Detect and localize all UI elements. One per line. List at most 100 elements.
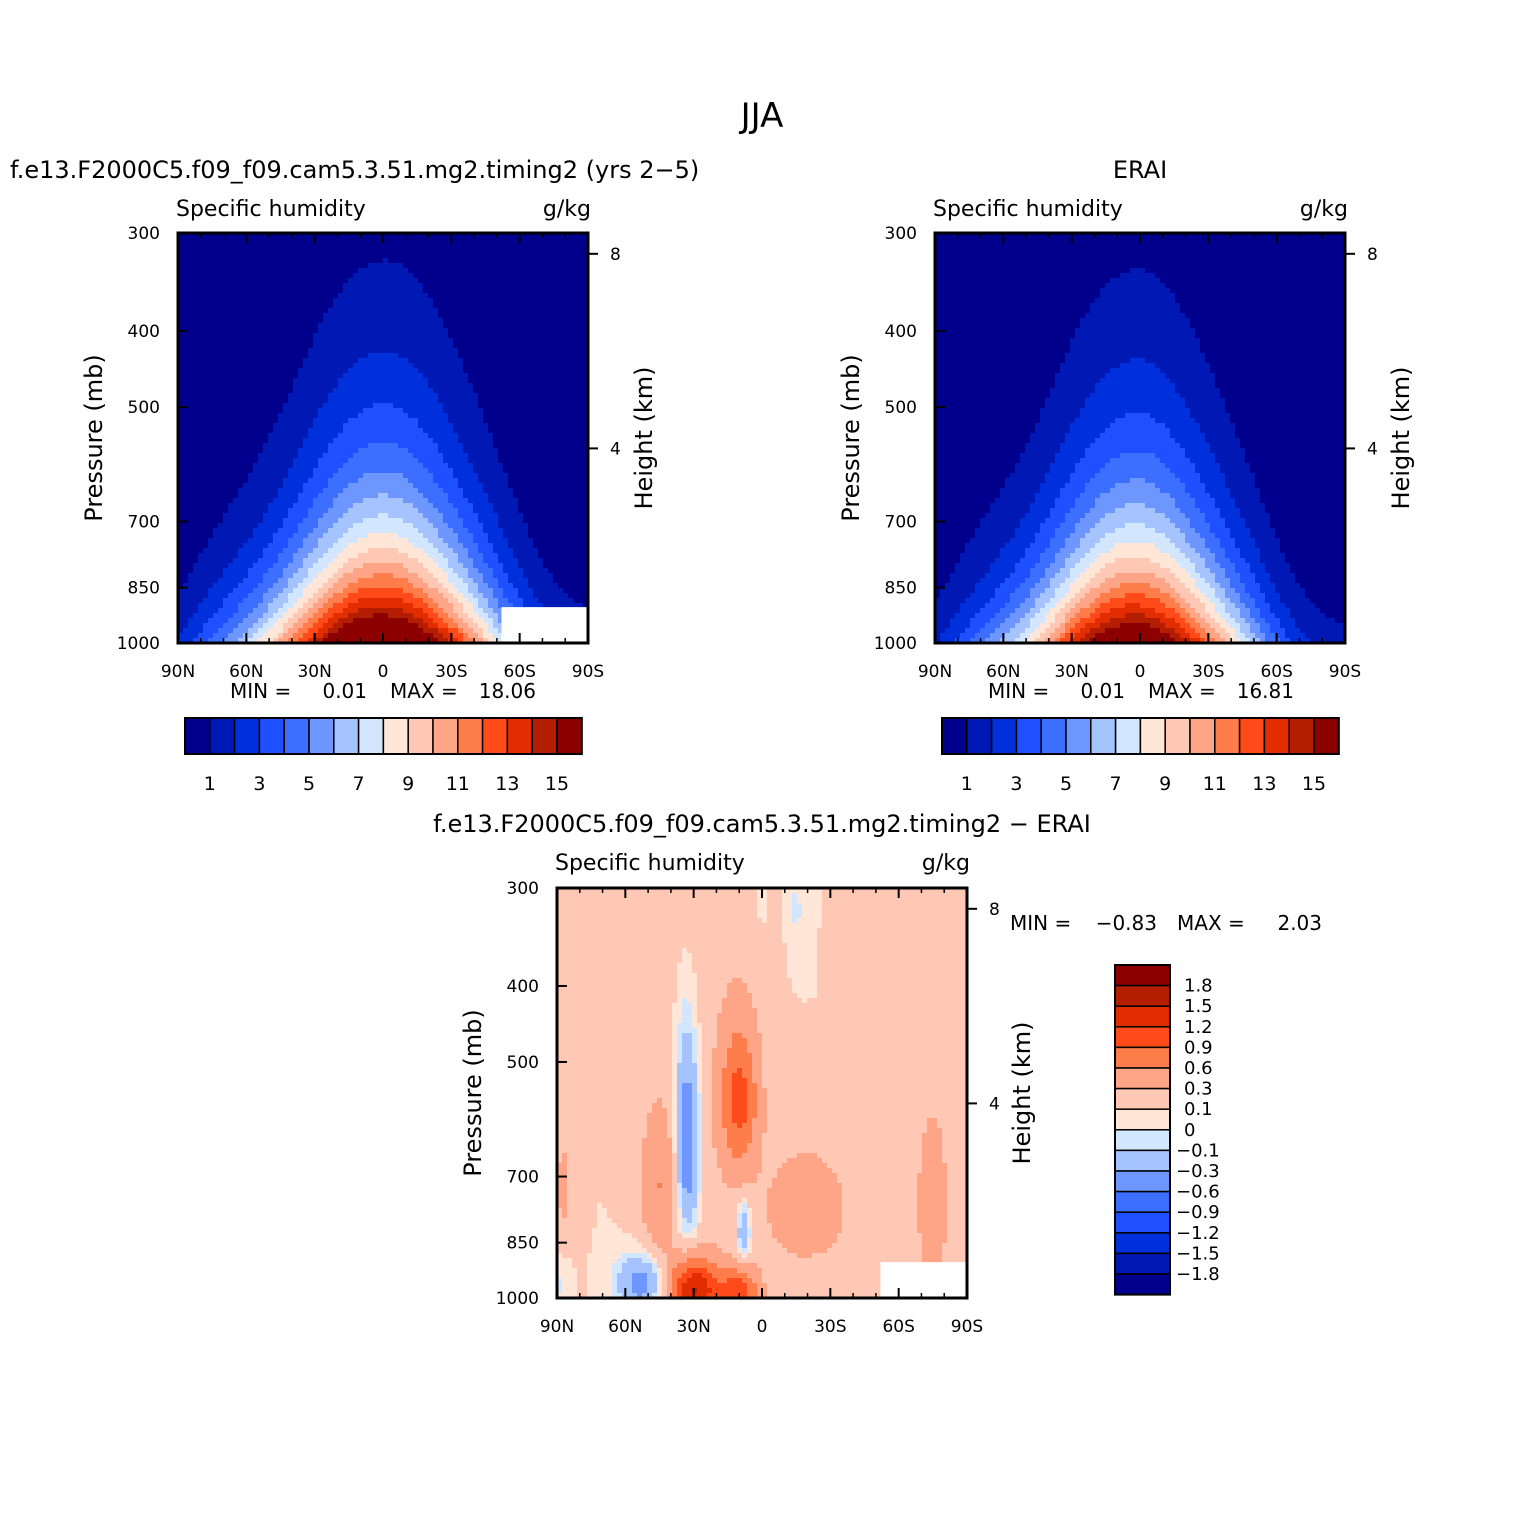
field-cell <box>323 393 329 399</box>
field-cell <box>448 408 454 414</box>
field-cell <box>418 283 424 289</box>
field-cell <box>433 358 439 364</box>
field-cell <box>238 318 244 324</box>
field-cell <box>558 353 564 359</box>
field-cell <box>348 243 354 249</box>
field-cell <box>558 443 564 449</box>
field-cell <box>583 378 589 384</box>
field-cell <box>353 288 359 294</box>
field-cell <box>478 393 484 399</box>
field-cell <box>553 403 559 409</box>
field-cell <box>348 503 354 509</box>
field-cell <box>523 413 529 419</box>
field-cell <box>408 413 414 419</box>
field-cell <box>508 338 514 344</box>
field-cell <box>278 238 284 244</box>
field-cell <box>233 493 239 499</box>
field-cell <box>393 393 399 399</box>
field-cell <box>283 508 289 514</box>
field-cell <box>178 273 184 279</box>
field-cell <box>403 253 409 259</box>
field-cell <box>383 318 389 324</box>
field-cell <box>208 438 214 444</box>
field-cell <box>213 453 219 459</box>
field-cell <box>258 498 264 504</box>
field-cell <box>433 238 439 244</box>
field-cell <box>278 273 284 279</box>
field-cell <box>248 273 254 279</box>
field-cell <box>348 488 354 494</box>
field-cell <box>328 503 334 509</box>
field-cell <box>243 253 249 259</box>
field-cell <box>208 483 214 489</box>
field-cell <box>223 368 229 374</box>
field-cell <box>183 313 189 319</box>
field-cell <box>223 258 229 264</box>
field-cell <box>538 343 544 349</box>
field-cell <box>453 368 459 374</box>
field-cell <box>258 443 264 449</box>
field-cell <box>218 433 224 439</box>
field-cell <box>203 333 209 339</box>
field-cell <box>258 273 264 279</box>
field-cell <box>403 483 409 489</box>
field-cell <box>243 513 249 519</box>
field-cell <box>518 268 524 274</box>
field-cell <box>543 498 549 504</box>
field-cell <box>348 468 354 474</box>
field-cell <box>458 348 464 354</box>
field-cell <box>413 483 419 489</box>
field-cell <box>333 388 339 394</box>
field-cell <box>358 443 364 449</box>
field-cell <box>573 338 579 344</box>
field-cell <box>288 328 294 334</box>
field-cell <box>318 353 324 359</box>
field-cell <box>573 453 579 459</box>
field-cell <box>298 408 304 414</box>
field-cell <box>523 403 529 409</box>
field-cell <box>213 393 219 399</box>
field-cell <box>428 348 434 354</box>
field-cell <box>548 483 554 489</box>
field-cell <box>313 488 319 494</box>
field-cell <box>488 503 494 509</box>
field-cell <box>443 408 449 414</box>
field-cell <box>423 348 429 354</box>
field-cell <box>553 393 559 399</box>
field-cell <box>288 393 294 399</box>
field-cell <box>303 383 309 389</box>
field-cell <box>218 408 224 414</box>
field-cell <box>338 498 344 504</box>
field-cell <box>413 518 419 524</box>
field-cell <box>558 513 564 519</box>
field-cell <box>583 258 589 264</box>
field-cell <box>438 388 444 394</box>
field-cell <box>478 463 484 469</box>
field-cell <box>483 503 489 509</box>
field-cell <box>558 233 564 239</box>
field-cell <box>298 493 304 499</box>
field-cell <box>498 278 504 284</box>
field-cell <box>403 473 409 479</box>
field-cell <box>293 338 299 344</box>
field-cell <box>373 438 379 444</box>
field-cell <box>558 458 564 464</box>
field-cell <box>418 518 424 524</box>
field-cell <box>378 478 384 484</box>
field-cell <box>288 313 294 319</box>
field-cell <box>453 373 459 379</box>
field-cell <box>478 388 484 394</box>
field-cell <box>273 333 279 339</box>
field-cell <box>513 498 519 504</box>
field-cell <box>458 443 464 449</box>
field-cell <box>278 393 284 399</box>
field-cell <box>323 488 329 494</box>
field-cell <box>193 258 199 264</box>
field-cell <box>183 323 189 329</box>
field-cell <box>368 308 374 314</box>
field-cell <box>578 283 584 289</box>
field-cell <box>348 328 354 334</box>
field-cell <box>263 298 269 304</box>
field-cell <box>478 383 484 389</box>
field-cell <box>523 428 529 434</box>
